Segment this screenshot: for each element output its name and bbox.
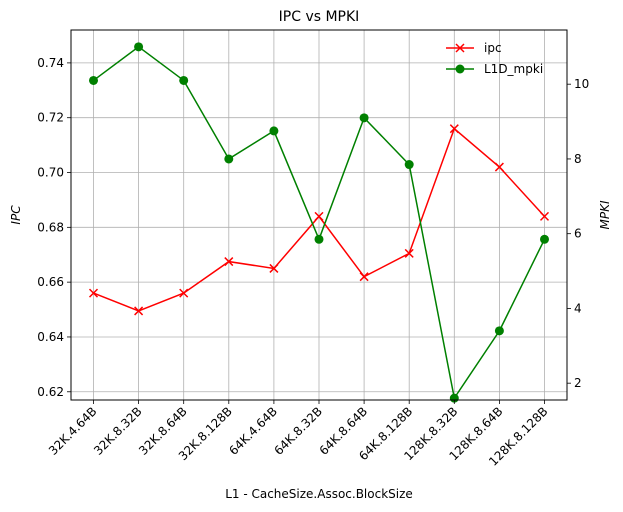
y-right-tick-label: 4	[574, 301, 582, 315]
y-left-tick-label: 0.70	[37, 166, 64, 180]
data-point-ipc	[134, 306, 144, 316]
data-point-l1d-mpki	[179, 75, 189, 85]
data-point-ipc	[494, 162, 504, 172]
data-point-l1d-mpki	[540, 234, 549, 244]
y-axis-left-label: IPC	[9, 205, 23, 225]
x-axis-label: L1 - CacheSize.Assoc.BlockSize	[225, 487, 413, 501]
grid	[71, 30, 567, 400]
y-left-tick-label: 0.62	[37, 385, 64, 399]
y-left-tick-label: 0.66	[37, 275, 64, 289]
data-point-ipc	[269, 263, 279, 273]
data-point-l1d-mpki	[134, 42, 144, 52]
data-point-ipc	[359, 272, 369, 282]
data-point-l1d-mpki	[89, 75, 98, 85]
y-right-tick-label: 10	[574, 77, 589, 91]
data-point-l1d-mpki	[359, 113, 369, 123]
data-point-ipc	[179, 288, 189, 298]
series-layer	[88, 42, 550, 403]
y-axis-right: 2 4 6 8 10	[567, 77, 589, 390]
y-axis-right-label: MPKI	[598, 200, 612, 229]
chart-title: IPC vs MPKI	[279, 9, 360, 25]
data-point-ipc	[449, 124, 459, 134]
y-left-tick-label: 0.68	[37, 220, 64, 234]
legend-ipc-label: ipc	[484, 41, 502, 55]
y-axis-left: 0.62 0.64 0.66 0.68 0.70 0.72 0.74	[37, 56, 71, 399]
data-point-l1d-mpki	[224, 154, 234, 164]
data-point-ipc	[88, 288, 99, 298]
legend-ipc-marker-x	[455, 43, 465, 53]
legend: ipc L1D_mpki	[446, 41, 543, 76]
data-point-ipc	[404, 248, 414, 258]
data-point-ipc	[314, 211, 324, 221]
y-left-tick-label: 0.74	[37, 56, 64, 70]
y-right-tick-label: 8	[574, 152, 582, 166]
y-right-tick-label: 6	[574, 227, 582, 241]
data-point-l1d-mpki	[269, 126, 279, 136]
data-point-ipc	[539, 211, 550, 221]
y-left-tick-label: 0.72	[37, 111, 64, 125]
data-point-l1d-mpki	[404, 160, 414, 170]
data-point-l1d-mpki	[314, 234, 324, 244]
data-point-ipc	[224, 257, 234, 267]
y-left-tick-label: 0.64	[37, 330, 64, 344]
legend-mpki-label: L1D_mpki	[484, 62, 543, 76]
y-right-tick-label: 2	[574, 376, 582, 390]
data-point-l1d-mpki	[494, 326, 504, 336]
legend-mpki-marker-circle	[455, 64, 465, 74]
